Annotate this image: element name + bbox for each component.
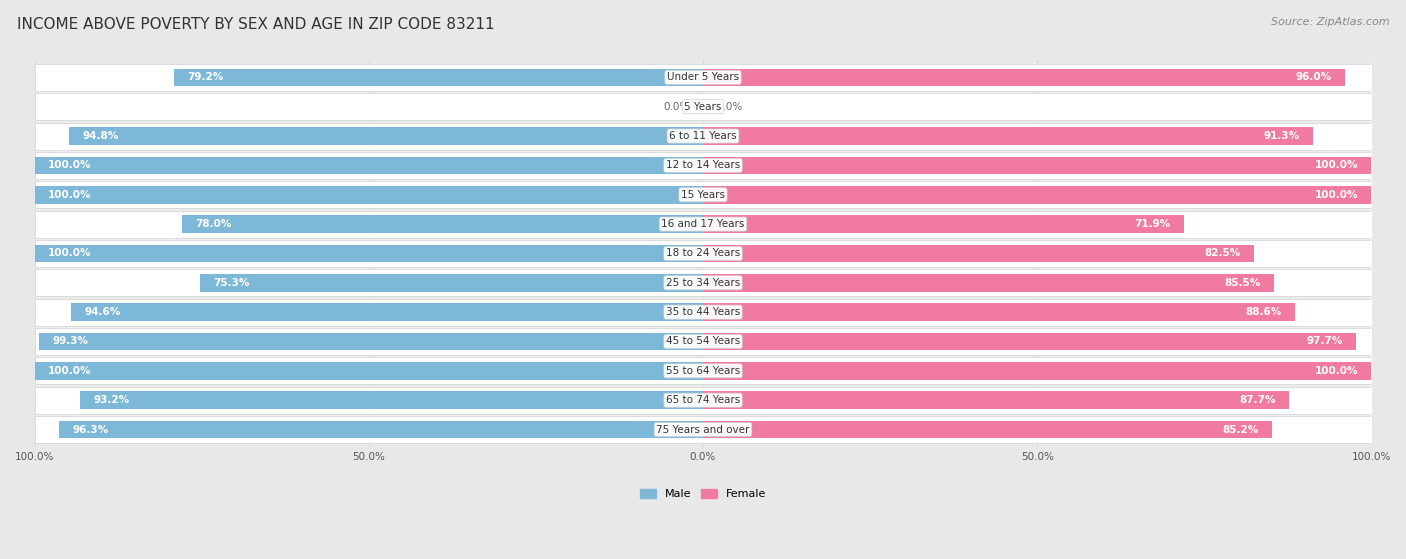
Bar xyxy=(703,333,1355,350)
Bar xyxy=(174,69,703,86)
Bar xyxy=(35,186,703,203)
Bar xyxy=(69,127,703,145)
Bar xyxy=(35,181,1371,209)
Bar xyxy=(80,391,703,409)
Bar xyxy=(35,416,1371,443)
Text: Under 5 Years: Under 5 Years xyxy=(666,72,740,82)
Text: 91.3%: 91.3% xyxy=(1264,131,1299,141)
Text: 0.0%: 0.0% xyxy=(664,102,689,112)
Text: 75.3%: 75.3% xyxy=(214,278,249,288)
Text: 15 Years: 15 Years xyxy=(681,190,725,200)
Text: 85.5%: 85.5% xyxy=(1225,278,1261,288)
Text: Source: ZipAtlas.com: Source: ZipAtlas.com xyxy=(1271,17,1389,27)
Text: 16 and 17 Years: 16 and 17 Years xyxy=(661,219,745,229)
Text: 100.0%: 100.0% xyxy=(48,160,91,170)
Bar xyxy=(35,357,1371,385)
Bar xyxy=(39,333,703,350)
Bar xyxy=(703,245,1254,262)
Text: 0.0%: 0.0% xyxy=(717,102,742,112)
Bar xyxy=(703,304,1295,321)
Text: 96.0%: 96.0% xyxy=(1295,72,1331,82)
Text: 12 to 14 Years: 12 to 14 Years xyxy=(666,160,740,170)
Text: 99.3%: 99.3% xyxy=(53,337,89,347)
Bar xyxy=(181,215,703,233)
Bar xyxy=(703,186,1371,203)
Text: 35 to 44 Years: 35 to 44 Years xyxy=(666,307,740,317)
Bar xyxy=(35,152,1371,179)
Text: 78.0%: 78.0% xyxy=(195,219,232,229)
Bar xyxy=(35,64,1371,91)
Text: 5 Years: 5 Years xyxy=(685,102,721,112)
Text: 55 to 64 Years: 55 to 64 Years xyxy=(666,366,740,376)
Legend: Male, Female: Male, Female xyxy=(636,484,770,504)
Bar xyxy=(703,391,1289,409)
Bar xyxy=(70,304,703,321)
Bar xyxy=(35,387,1371,414)
Bar xyxy=(35,299,1371,326)
Bar xyxy=(35,122,1371,150)
Text: 94.8%: 94.8% xyxy=(83,131,120,141)
Text: 100.0%: 100.0% xyxy=(1315,366,1358,376)
Bar xyxy=(703,274,1274,292)
Text: 6 to 11 Years: 6 to 11 Years xyxy=(669,131,737,141)
Text: 100.0%: 100.0% xyxy=(48,248,91,258)
Bar xyxy=(703,157,1371,174)
Bar xyxy=(703,362,1371,380)
Bar xyxy=(35,362,703,380)
Text: 100.0%: 100.0% xyxy=(1315,190,1358,200)
Bar xyxy=(35,328,1371,355)
Text: 97.7%: 97.7% xyxy=(1306,337,1343,347)
Text: 100.0%: 100.0% xyxy=(48,190,91,200)
Bar xyxy=(703,215,1184,233)
Text: INCOME ABOVE POVERTY BY SEX AND AGE IN ZIP CODE 83211: INCOME ABOVE POVERTY BY SEX AND AGE IN Z… xyxy=(17,17,495,32)
Text: 88.6%: 88.6% xyxy=(1246,307,1282,317)
Text: 25 to 34 Years: 25 to 34 Years xyxy=(666,278,740,288)
Text: 100.0%: 100.0% xyxy=(48,366,91,376)
Text: 79.2%: 79.2% xyxy=(187,72,224,82)
Bar xyxy=(703,127,1313,145)
Text: 87.7%: 87.7% xyxy=(1239,395,1275,405)
Bar xyxy=(35,157,703,174)
Text: 94.6%: 94.6% xyxy=(84,307,121,317)
Text: 82.5%: 82.5% xyxy=(1205,248,1241,258)
Text: 18 to 24 Years: 18 to 24 Years xyxy=(666,248,740,258)
Bar xyxy=(703,69,1344,86)
Bar xyxy=(59,421,703,438)
Text: 75 Years and over: 75 Years and over xyxy=(657,424,749,434)
Bar xyxy=(35,245,703,262)
Text: 45 to 54 Years: 45 to 54 Years xyxy=(666,337,740,347)
Text: 96.3%: 96.3% xyxy=(73,424,108,434)
Text: 71.9%: 71.9% xyxy=(1133,219,1170,229)
Bar xyxy=(35,93,1371,120)
Bar xyxy=(35,240,1371,267)
Text: 65 to 74 Years: 65 to 74 Years xyxy=(666,395,740,405)
Bar xyxy=(200,274,703,292)
Bar xyxy=(35,269,1371,296)
Text: 100.0%: 100.0% xyxy=(1315,160,1358,170)
Bar xyxy=(703,421,1272,438)
Text: 85.2%: 85.2% xyxy=(1223,424,1258,434)
Bar xyxy=(35,211,1371,238)
Text: 93.2%: 93.2% xyxy=(93,395,129,405)
